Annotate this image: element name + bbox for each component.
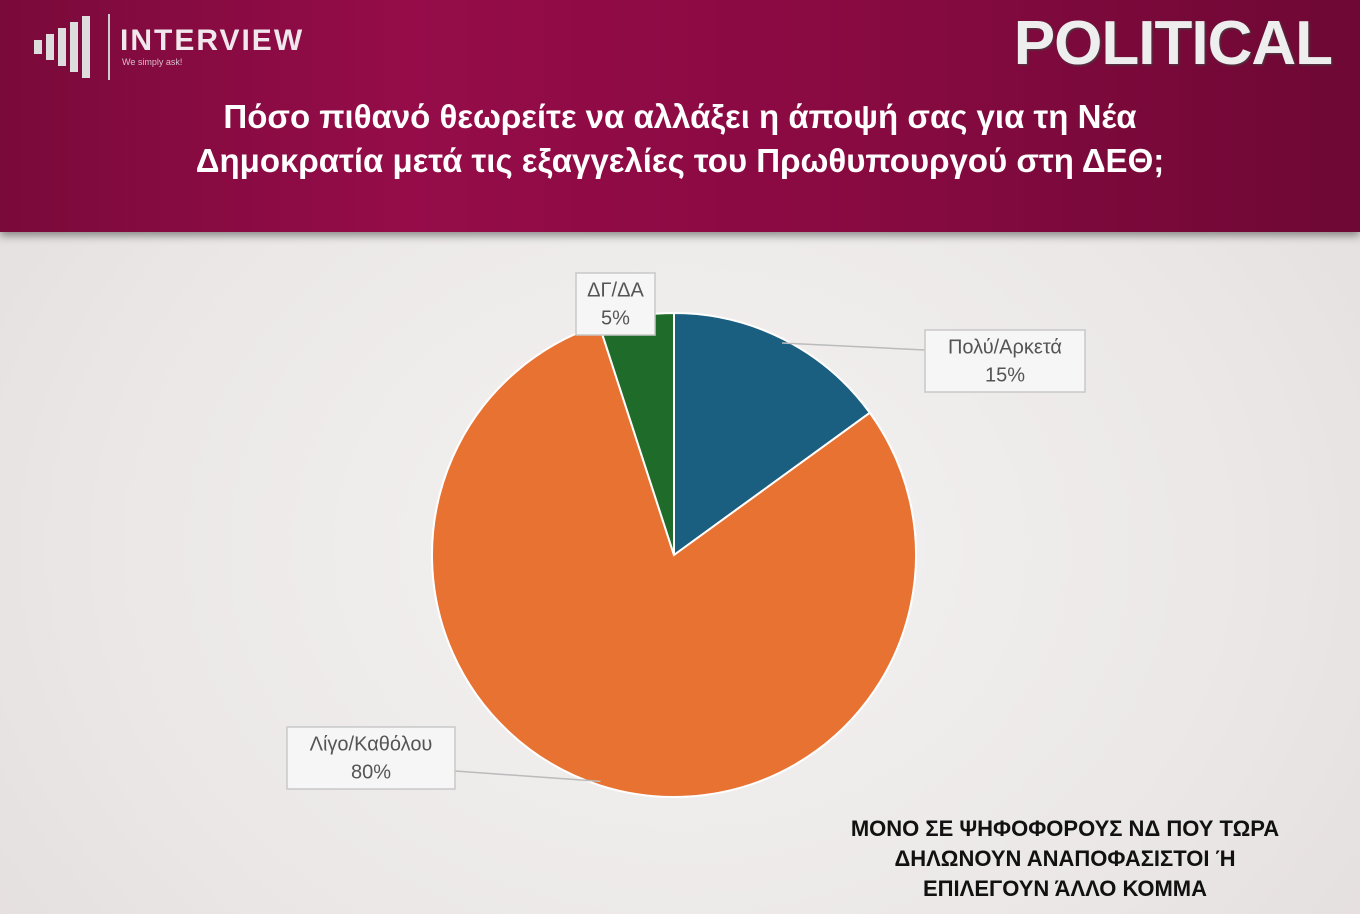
- note: ΜΟΝΟ ΣΕ ΨΗΦΟΦΟΡΟΥΣ ΝΔ ΠΟΥ ΤΩΡΑ: [850, 816, 1280, 841]
- label-box: [924, 329, 1086, 393]
- slice-label: Λίγο/Καθόλου: [310, 733, 433, 755]
- note: ΕΠΙΛΕΓΟΥΝ ΆΛΛΟ ΚΟΜΜΑ: [922, 876, 1207, 901]
- pie-slice: [431, 323, 917, 798]
- logo: INTERVIEW: [120, 24, 305, 57]
- slice-label: ΔΓ/ΔΑ: [587, 279, 644, 301]
- header: INTERVIEW We simply ask! POLITICAL Πόσο …: [0, 0, 1360, 232]
- label-box: [575, 272, 656, 336]
- tagline: We simply ask!: [122, 57, 183, 67]
- leader-line: [454, 770, 601, 783]
- value-label: 5%: [601, 307, 630, 329]
- label-box: [286, 726, 456, 790]
- value-label: 80%: [351, 761, 391, 783]
- value-label: 15%: [985, 364, 1025, 386]
- chart-title: Δημοκρατία μετά τις εξαγγελίες του Πρωθυ…: [195, 142, 1165, 179]
- chart-title: Πόσο πιθανό θεωρείτε να αλλάξει η άποψή …: [223, 98, 1137, 135]
- note: ΔΗΛΩΝΟΥΝ ΑΝΑΠΟΦΑΣΙΣΤΟΙ Ή: [894, 846, 1236, 871]
- brand: POLITICAL: [1013, 9, 1333, 78]
- slice-label: Πολύ/Αρκετά: [948, 336, 1062, 358]
- logo-icon: [34, 14, 110, 80]
- leader-line: [782, 342, 926, 351]
- pie-slice: [673, 311, 872, 557]
